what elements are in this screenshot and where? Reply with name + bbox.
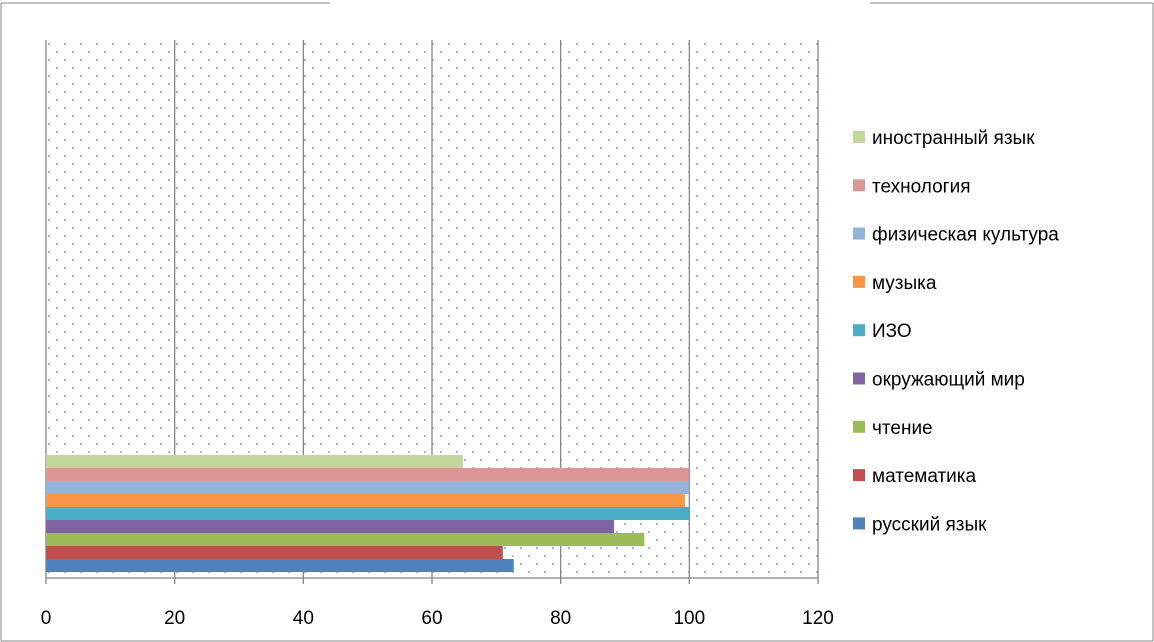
legend-label-7: физическая культура [872,225,1059,246]
x-tick-label-20: 20 [164,608,185,629]
bar-4 [46,520,615,533]
legend-swatch-5 [853,324,865,337]
legend-label-9: иностранный язык [872,128,1035,149]
legend-swatch-7 [853,227,865,240]
x-tick-label-0: 0 [41,608,52,629]
bar-8 [46,468,690,481]
legend-swatch-1 [853,517,865,530]
bar-7 [46,481,690,494]
x-axis [45,577,819,584]
legend-label-5: ИЗО [872,321,912,342]
legend-swatch-6 [853,275,865,288]
x-tick-label-60: 60 [421,608,442,629]
legend: иностранный язык технология физическая кул… [853,128,1059,535]
x-tick-label-120: 120 [802,608,834,629]
legend-label-8: технология [872,176,970,197]
bars [46,455,690,572]
legend-swatch-4 [853,372,865,385]
bar-3 [46,533,645,546]
legend-label-6: музыка [872,273,937,294]
legend-label-4: окружающий мир [872,370,1025,391]
legend-swatch-2 [853,469,865,482]
bar-2 [46,546,503,559]
bar-6 [46,494,685,507]
x-tick-label-40: 40 [293,608,314,629]
bar-9 [46,455,463,468]
x-tick-label-100: 100 [673,608,705,629]
bar-5 [46,507,690,520]
x-tick-label-80: 80 [550,608,571,629]
legend-label-1: русский язык [872,514,987,535]
legend-swatch-8 [853,179,865,192]
legend-swatch-9 [853,131,865,143]
x-tick-labels: 0 20 40 60 80 100 120 [41,608,834,629]
legend-swatch-3 [853,420,865,433]
legend-label-3: чтение [872,418,933,439]
bar-1 [46,559,514,572]
legend-label-2: математика [872,466,977,487]
